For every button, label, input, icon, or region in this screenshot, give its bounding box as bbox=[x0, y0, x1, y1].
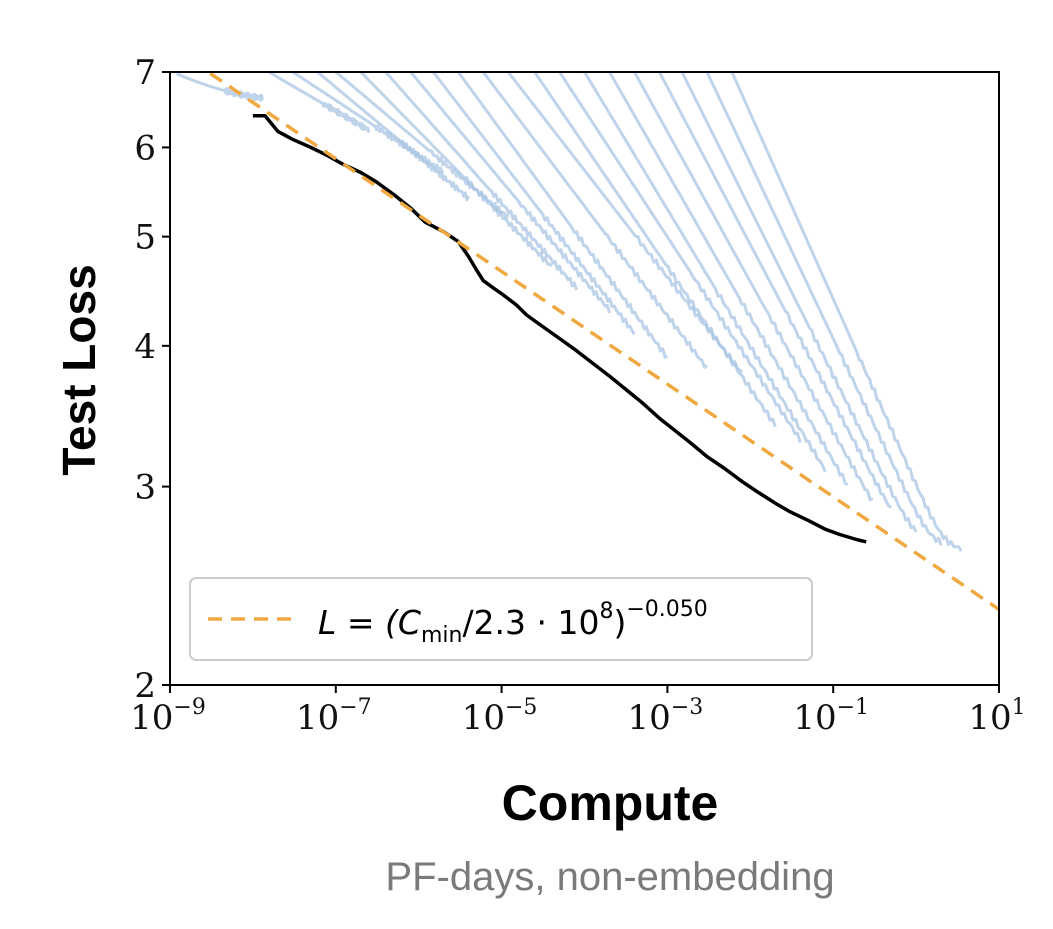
run-curve bbox=[680, 72, 918, 533]
fit-layer bbox=[205, 72, 999, 611]
x-tick-label: 10−1 bbox=[793, 695, 869, 738]
run-curve bbox=[583, 72, 827, 473]
run-curve bbox=[359, 72, 553, 268]
x-axis-label: Compute bbox=[502, 775, 719, 831]
y-axis-label: Test Loss bbox=[53, 264, 105, 475]
run-curve bbox=[633, 72, 874, 502]
run-curve bbox=[658, 72, 892, 509]
run-curve bbox=[507, 72, 744, 374]
frontier-curve bbox=[252, 114, 867, 544]
x-tick-label: 10−3 bbox=[628, 695, 704, 738]
run-curve bbox=[608, 72, 849, 487]
y-tick-label: 4 bbox=[134, 327, 156, 367]
y-tick-label: 2 bbox=[134, 666, 156, 706]
legend-text-mid: /2.3 · 10 bbox=[462, 603, 599, 642]
run-curve bbox=[316, 72, 470, 202]
run-curve bbox=[432, 72, 636, 336]
legend-label: L = (Cmin/2.3 · 108)−0.050 bbox=[318, 597, 708, 648]
run-curve bbox=[705, 72, 943, 546]
frontier-layer bbox=[252, 114, 867, 544]
x-tick-label: 10−9 bbox=[130, 695, 206, 738]
legend-text-close: ) bbox=[614, 603, 627, 642]
run-curve bbox=[457, 72, 669, 359]
x-tick-label: 10−5 bbox=[462, 695, 538, 738]
run-curve bbox=[266, 72, 371, 133]
legend-text-exp: −0.050 bbox=[626, 597, 707, 622]
run-curve bbox=[482, 72, 708, 369]
fit-line bbox=[205, 72, 999, 611]
y-tick-label: 7 bbox=[134, 53, 156, 93]
training-runs bbox=[175, 72, 963, 552]
y-tick-label: 6 bbox=[134, 128, 156, 168]
plot-frame bbox=[169, 71, 1000, 686]
x-tick-label: 101 bbox=[968, 695, 1025, 738]
run-curve bbox=[384, 72, 578, 291]
legend-text-exp8: 8 bbox=[600, 599, 614, 624]
legend-box bbox=[189, 577, 813, 661]
x-axis-sublabel: PF-days, non-embedding bbox=[385, 855, 834, 899]
run-curve bbox=[175, 72, 264, 102]
legend: L = (Cmin/2.3 · 108)−0.050 bbox=[189, 577, 813, 661]
run-curve bbox=[558, 72, 802, 444]
y-tick-label: 5 bbox=[134, 218, 156, 258]
run-curve bbox=[533, 72, 777, 428]
run-curve bbox=[730, 72, 963, 552]
axis-ticks: 10−9 10−7 10−5 10−3 10−1 101 2 3 4 5 6 7 bbox=[130, 53, 1025, 738]
y-tick-label: 3 bbox=[134, 468, 156, 508]
legend-text-sub: min bbox=[421, 623, 463, 648]
legend-text-main: L = (C bbox=[318, 603, 421, 642]
run-curve bbox=[409, 72, 611, 314]
x-tick-label: 10−7 bbox=[296, 695, 372, 738]
